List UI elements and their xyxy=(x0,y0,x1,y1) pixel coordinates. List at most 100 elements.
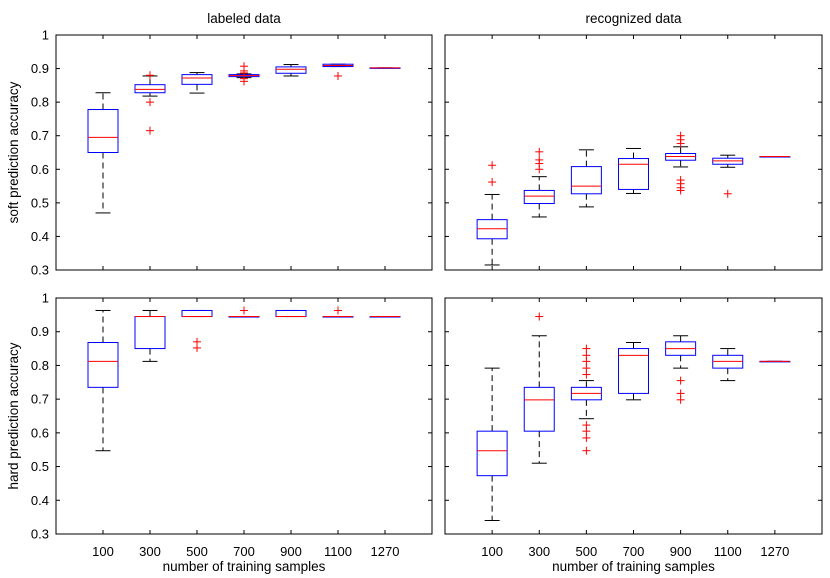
outlier-marker xyxy=(193,337,201,346)
box-900 xyxy=(665,335,697,404)
x-tick-label: 300 xyxy=(139,544,161,559)
outlier-marker xyxy=(240,62,248,71)
axes-frame xyxy=(444,297,823,535)
outlier-marker xyxy=(582,344,591,353)
box-1270 xyxy=(759,360,791,363)
panel-tr: recognized data xyxy=(444,11,823,271)
y-tick-label: 0.8 xyxy=(31,358,49,373)
y-tick-label: 0.9 xyxy=(31,61,49,76)
box-100 xyxy=(87,309,119,452)
box-1100 xyxy=(322,306,354,318)
x-axis-title: number of training samples xyxy=(163,559,326,574)
box-body xyxy=(523,386,555,432)
y-tick-label: 0.6 xyxy=(31,425,49,440)
box-500 xyxy=(181,309,213,352)
outlier-marker xyxy=(146,71,154,80)
outlier-marker xyxy=(334,71,342,80)
y-tick-label: 0.8 xyxy=(31,95,49,110)
outlier-marker xyxy=(240,306,248,315)
outlier-marker xyxy=(582,446,591,455)
x-axis-title: number of training samples xyxy=(552,559,715,574)
y-tick-label: 0.3 xyxy=(31,263,49,278)
box-1270 xyxy=(369,316,401,318)
panel-title: recognized data xyxy=(585,11,682,26)
x-tick-label: 1270 xyxy=(760,544,789,559)
outlier-marker xyxy=(723,189,732,198)
y-tick-label: 0.7 xyxy=(31,392,49,407)
x-tick-label: 300 xyxy=(528,544,550,559)
x-tick-label: 500 xyxy=(576,544,598,559)
outlier-marker xyxy=(676,131,685,140)
box-body xyxy=(476,430,508,477)
box-100 xyxy=(87,92,119,214)
outlier-marker xyxy=(146,98,154,107)
outlier-marker xyxy=(582,433,591,442)
box-body xyxy=(87,109,119,153)
outlier-marker xyxy=(676,389,685,398)
y-tick-label: 0.7 xyxy=(31,128,49,143)
box-body xyxy=(476,219,508,240)
axes-frame xyxy=(55,297,433,535)
box-body xyxy=(181,74,213,85)
outlier-marker xyxy=(676,176,685,185)
outlier-marker xyxy=(334,306,342,315)
panel-title: labeled data xyxy=(207,11,281,26)
y-tick-label: 1 xyxy=(42,28,49,43)
box-500 xyxy=(181,72,213,94)
box-body xyxy=(275,66,307,74)
box-700 xyxy=(618,147,649,194)
box-body xyxy=(181,309,213,318)
box-100 xyxy=(476,367,508,522)
y-tick-label: 0.4 xyxy=(31,229,49,244)
box-body xyxy=(618,158,649,190)
y-tick-label: 0.3 xyxy=(31,527,49,542)
x-tick-label: 500 xyxy=(186,544,208,559)
y-tick-label: 0.5 xyxy=(31,459,49,474)
x-tick-label: 900 xyxy=(670,544,692,559)
box-700 xyxy=(228,306,260,318)
x-tick-label: 1100 xyxy=(324,544,352,559)
y-tick-label: 1 xyxy=(42,291,49,306)
box-body xyxy=(275,309,307,318)
box-500 xyxy=(570,344,602,455)
box-body xyxy=(134,316,166,350)
outlier-marker xyxy=(582,351,591,360)
outlier-marker xyxy=(582,421,591,430)
x-tick-label: 100 xyxy=(481,544,503,559)
outlier-marker xyxy=(488,178,497,187)
box-300 xyxy=(134,309,166,362)
axes-frame xyxy=(444,34,823,271)
box-body xyxy=(523,189,555,205)
y-tick-label: 0.9 xyxy=(31,324,49,339)
y-tick-label: 0.6 xyxy=(31,162,49,177)
panel-br: 100 300 500 700 900 1100 1270 number of trainin… xyxy=(444,297,823,574)
panel-tl: 0.3 0.4 0.5 0.6 0.7 0.8 0.9 1 labeled data soft p… xyxy=(6,11,433,278)
outlier-marker xyxy=(488,161,497,170)
x-tick-label: 700 xyxy=(623,544,645,559)
box-900 xyxy=(275,64,307,77)
box-700 xyxy=(618,342,649,401)
y-tick-label: 0.4 xyxy=(31,493,49,508)
box-1100 xyxy=(712,154,744,198)
x-tick-label: 1100 xyxy=(714,544,742,559)
box-body xyxy=(618,348,649,394)
outlier-marker xyxy=(582,364,591,373)
box-300 xyxy=(523,147,555,218)
outlier-marker xyxy=(535,312,544,321)
box-body xyxy=(134,84,166,94)
box-1270 xyxy=(369,67,401,69)
box-900 xyxy=(665,131,697,195)
box-300 xyxy=(134,71,166,135)
box-700 xyxy=(228,62,260,86)
y-tick-label: 0.5 xyxy=(31,195,49,210)
outlier-marker xyxy=(535,155,544,164)
outlier-marker xyxy=(535,147,544,156)
box-1270 xyxy=(759,156,791,158)
box-900 xyxy=(275,309,307,318)
y-axis-title: hard prediction accuracy xyxy=(6,342,21,489)
box-body xyxy=(570,166,602,195)
box-100 xyxy=(476,161,508,266)
box-500 xyxy=(570,149,602,208)
